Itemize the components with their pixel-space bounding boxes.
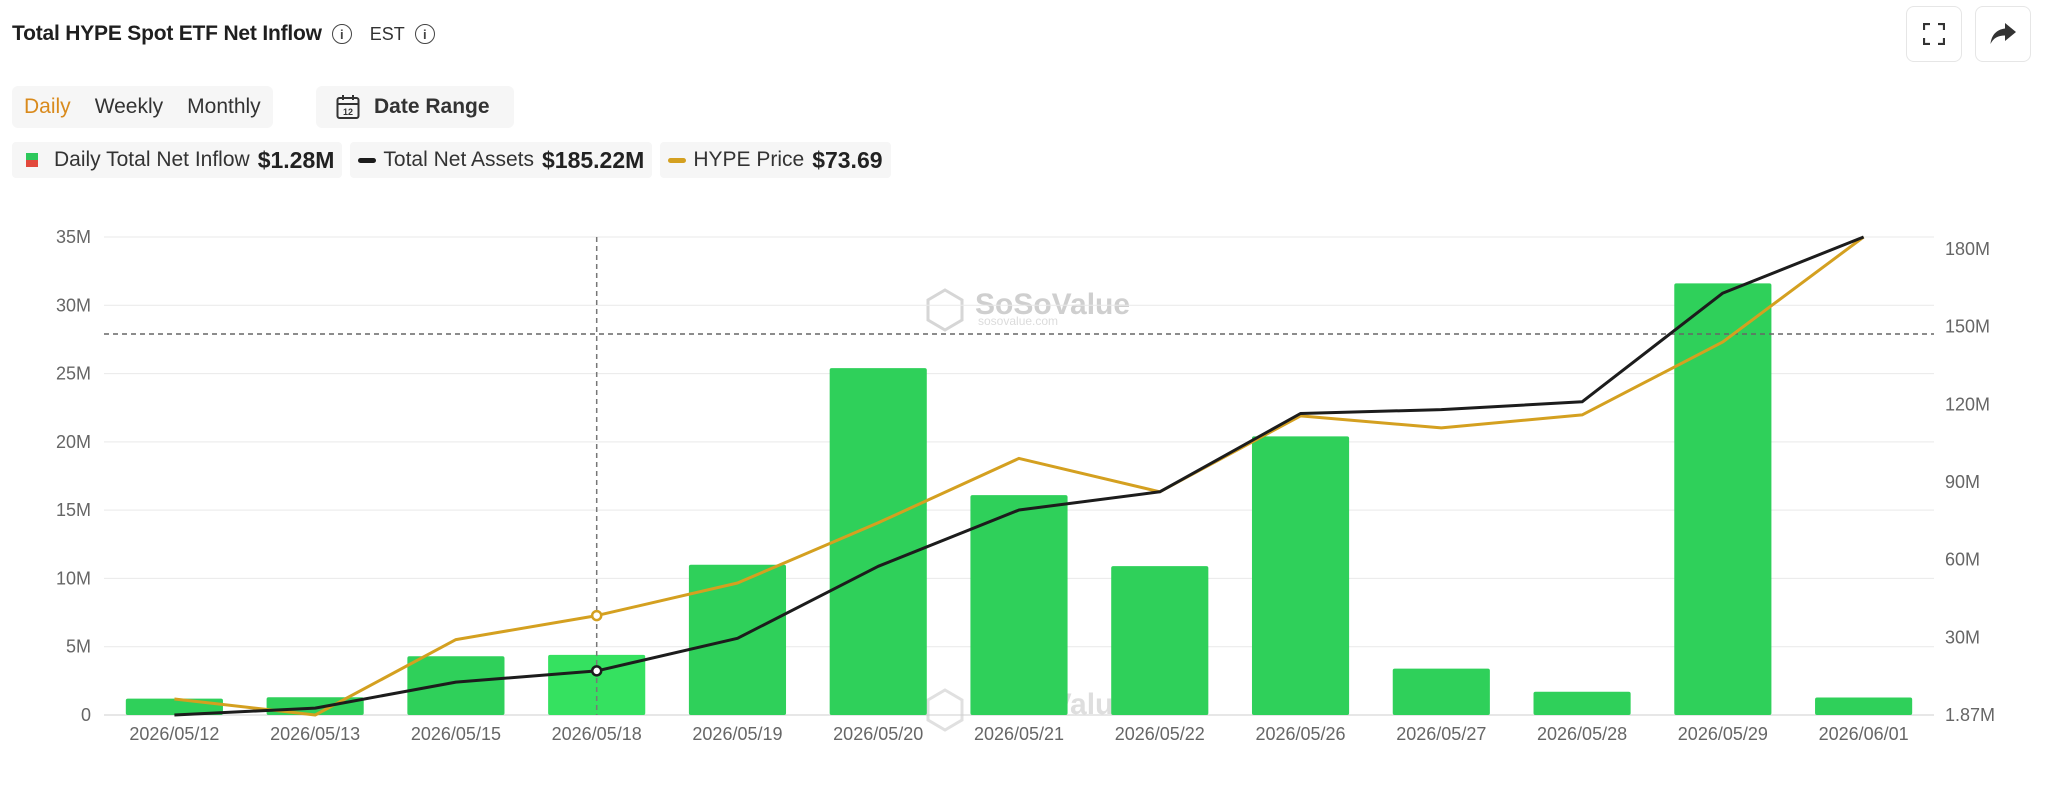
bar-net-inflow[interactable]: [1674, 283, 1772, 715]
watermark-site: sosovalue.com: [978, 314, 1058, 328]
legend-item-hype-price[interactable]: HYPE Price $73.69: [660, 142, 891, 178]
assets-swatch: [358, 157, 377, 163]
tab-monthly[interactable]: Monthly: [187, 95, 261, 118]
left-axis-tick-label: 0: [81, 705, 91, 725]
x-axis-tick-label: 2026/05/28: [1537, 724, 1627, 744]
date-range-button[interactable]: 12 Date Range: [316, 86, 514, 128]
x-axis-tick-label: 2026/05/20: [833, 724, 923, 744]
legend-label-net-assets: Total Net Assets: [383, 148, 534, 171]
legend-label-net-inflow: Daily Total Net Inflow: [54, 148, 250, 171]
x-axis-tick-label: 2026/06/01: [1819, 724, 1909, 744]
bar-net-inflow[interactable]: [970, 495, 1068, 715]
bar-net-inflow[interactable]: [1392, 668, 1490, 715]
x-axis-tick-label: 2026/05/27: [1396, 724, 1486, 744]
calendar-icon: 12: [336, 95, 360, 119]
left-axis-tick-label: 10M: [56, 568, 91, 588]
fullscreen-button[interactable]: [1906, 6, 1962, 62]
x-axis-tick-label: 2026/05/13: [270, 724, 360, 744]
plot-area: 0 5M 10M 15M 20M 25M 30M 35M 1.87M 30M 60M 90M 120M 1…: [56, 227, 1995, 744]
right-axis-tick-label: 1.87M: [1945, 705, 1995, 725]
left-axis-tick-label: 25M: [56, 364, 91, 384]
line-total-net-assets[interactable]: [174, 235, 1865, 717]
right-axis-tick-label: 150M: [1945, 317, 1990, 337]
chart-title: Total HYPE Spot ETF Net Inflow: [12, 22, 322, 45]
tab-weekly[interactable]: Weekly: [94, 95, 164, 118]
x-axis-tick-label: 2026/05/26: [1255, 724, 1345, 744]
left-axis-tick-label: 20M: [56, 432, 91, 452]
bar-net-inflow[interactable]: [1111, 566, 1209, 715]
x-axis-tick-label: 2026/05/29: [1678, 724, 1768, 744]
legend-item-net-assets[interactable]: Total Net Assets $185.22M: [350, 142, 653, 178]
bar-net-inflow[interactable]: [688, 564, 787, 715]
share-icon: [1990, 23, 2016, 44]
right-axis-tick-label: 60M: [1945, 550, 1980, 570]
date-range-label: Date Range: [374, 95, 490, 118]
right-axis-tick-label: 90M: [1945, 472, 1980, 492]
right-axis-tick-label: 180M: [1945, 239, 1990, 259]
timezone-info-icon[interactable]: i: [414, 24, 435, 44]
calendar-day-label: 12: [343, 107, 353, 117]
bar-net-inflow[interactable]: [1251, 436, 1350, 715]
legend-value-hype-price: $73.69: [812, 146, 883, 173]
right-axis-tick-label: 120M: [1945, 394, 1990, 414]
bar-net-inflow[interactable]: [407, 656, 505, 715]
x-axis-tick-label: 2026/05/22: [1115, 724, 1205, 744]
left-axis-tick-label: 15M: [56, 500, 91, 520]
inflow-swatch: [26, 153, 38, 167]
chart-header: Total HYPE Spot ETF Net Inflow i EST i: [12, 16, 435, 52]
chart-legend: Daily Total Net Inflow $1.28M Total Net …: [12, 142, 899, 178]
bar-net-inflow[interactable]: [1815, 697, 1913, 715]
x-axis-tick-label: 2026/05/12: [129, 724, 219, 744]
marker-total-net-assets: [590, 665, 603, 677]
legend-value-net-inflow: $1.28M: [257, 146, 335, 173]
x-axis-tick-label: 2026/05/15: [411, 724, 501, 744]
watermark-brand: SoSoValue: [975, 288, 1130, 321]
info-icon[interactable]: i: [331, 24, 352, 44]
marker-hype-price: [590, 609, 603, 622]
x-axis-tick-label: 2026/05/19: [692, 724, 782, 744]
watermark-logo-icon: [926, 688, 964, 732]
line-hype-price[interactable]: [174, 235, 1865, 717]
legend-value-net-assets: $185.22M: [542, 146, 645, 173]
left-axis-tick-label: 5M: [66, 637, 91, 657]
left-axis-tick-label: 35M: [56, 227, 91, 247]
right-axis-tick-label: 30M: [1945, 627, 1980, 647]
period-tabs: Daily Weekly Monthly: [12, 86, 273, 128]
x-axis-tick-label: 2026/05/18: [552, 724, 642, 744]
left-axis-tick-label: 30M: [56, 295, 91, 315]
x-axis-tick-label: 2026/05/21: [974, 724, 1064, 744]
watermark-logo-icon: [926, 288, 964, 332]
watermark-top: SoSoValue sosovalue.com: [926, 288, 1130, 332]
price-swatch: [668, 157, 687, 163]
tab-daily[interactable]: Daily: [24, 95, 71, 118]
share-button[interactable]: [1975, 6, 2031, 62]
bar-net-inflow[interactable]: [548, 654, 646, 715]
fullscreen-icon: [1923, 23, 1945, 45]
timezone-label: EST: [369, 23, 405, 44]
legend-item-net-inflow[interactable]: Daily Total Net Inflow $1.28M: [12, 142, 343, 178]
bar-net-inflow[interactable]: [829, 368, 927, 715]
bar-net-inflow[interactable]: [1533, 691, 1631, 715]
legend-label-hype-price: HYPE Price: [693, 148, 805, 171]
